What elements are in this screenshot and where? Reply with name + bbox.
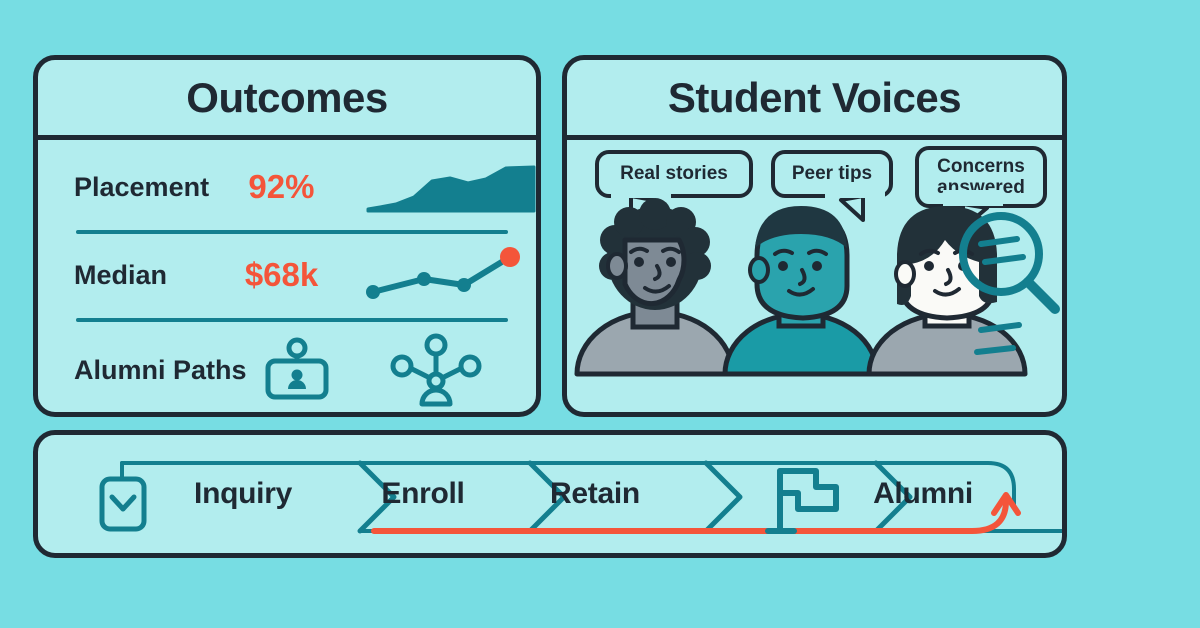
metric-value-placement: 92%	[248, 168, 315, 205]
network-icon	[390, 333, 482, 407]
bubble-text-2: Peer tips	[791, 163, 873, 185]
metric-label-median: Median	[74, 259, 168, 290]
metric-value-median: $68k	[244, 256, 319, 293]
outcomes-card-body: Placement 92% Median $68k	[38, 140, 536, 412]
funnel-stage-inquiry[interactable]: Inquiry	[148, 435, 338, 553]
outcomes-card: Outcomes Placement 92% Median $68k	[33, 55, 541, 417]
id-badge-icon	[265, 337, 329, 400]
inbox-check-icon	[99, 476, 147, 532]
alumni-icon-group	[252, 333, 536, 407]
outcomes-title: Outcomes	[186, 73, 388, 121]
voices-title: Student Voices	[667, 73, 962, 121]
row-separator-2	[76, 318, 508, 322]
flag-icon	[765, 468, 839, 534]
line-sparkline-svg	[366, 247, 520, 299]
funnel-label-retain: Retain	[550, 477, 640, 510]
area-sparkline-svg	[366, 165, 536, 213]
student-figures-svg	[574, 198, 1060, 377]
metric-label-alumni: Alumni Paths	[74, 354, 247, 385]
funnel-card: Inquiry Enroll Retain Alumni	[33, 430, 1067, 558]
funnel-label-enroll: Enroll	[381, 477, 465, 510]
metric-row-alumni: Alumni Paths	[38, 322, 536, 412]
funnel-stage-enroll[interactable]: Enroll	[328, 435, 518, 553]
voices-card-body: Real stories Peer tips Concerns answered	[567, 140, 1062, 412]
magnifier-icon	[959, 212, 1060, 355]
placement-sparkline	[366, 148, 536, 226]
funnel-label-alumni: Alumni	[873, 477, 973, 510]
speech-bubble-group: Real stories Peer tips Concerns answered	[567, 146, 1062, 232]
metric-row-placement: Placement 92%	[38, 148, 536, 226]
metric-label-placement: Placement	[74, 171, 210, 202]
funnel-label-inquiry: Inquiry	[194, 477, 292, 510]
student-avatar-curly	[574, 198, 736, 377]
outcomes-card-header: Outcomes	[38, 60, 536, 140]
row-separator-1	[76, 230, 508, 234]
funnel-diagram	[99, 460, 1062, 534]
student-avatar-short-hair	[722, 206, 880, 377]
median-sparkline	[360, 236, 536, 314]
metric-row-median: Median $68k	[38, 236, 536, 314]
student-figures-group	[567, 196, 1062, 377]
voices-card-header: Student Voices	[567, 60, 1062, 140]
funnel-stage-alumni[interactable]: Alumni	[828, 435, 1018, 553]
student-voices-card: Student Voices Real stories Peer tips Co…	[562, 55, 1067, 417]
bubble-text-1: Real stories	[620, 163, 728, 185]
funnel-stage-retain[interactable]: Retain	[500, 435, 690, 553]
